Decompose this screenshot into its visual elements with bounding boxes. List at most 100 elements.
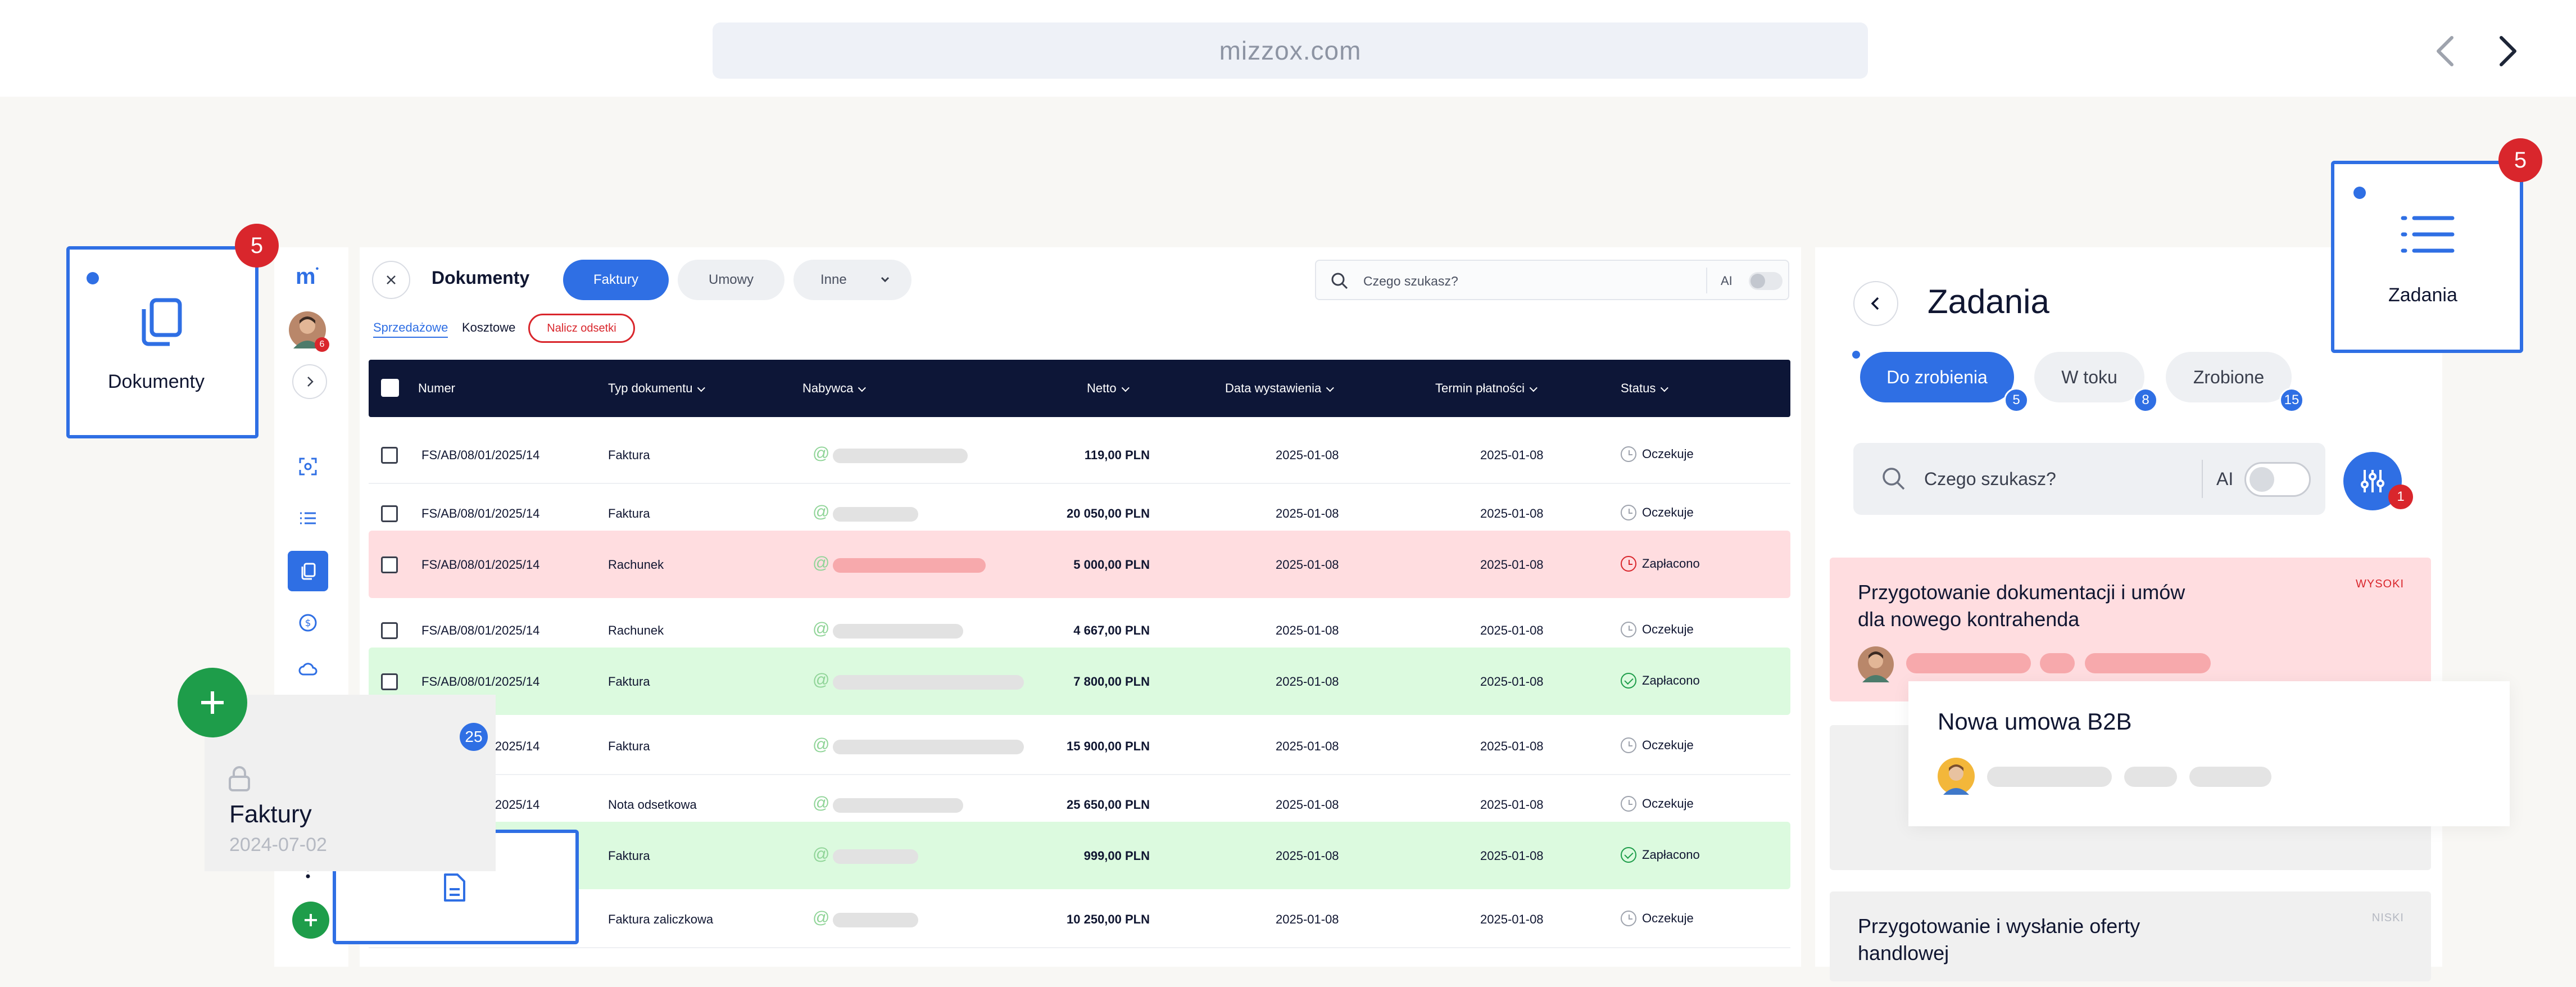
row-checkbox[interactable] [381, 447, 398, 464]
chevron-down-icon [881, 277, 890, 283]
cell-termin-platnosci: 2025-01-08 [1480, 558, 1544, 572]
zadania-shortcut-card[interactable]: Zadania [2331, 161, 2523, 353]
cell-netto: 7 800,00 PLN [1073, 674, 1150, 689]
tab-faktury[interactable]: Faktury [563, 260, 669, 300]
chevron-right-icon [307, 377, 314, 387]
finance-icon[interactable]: $ [288, 603, 328, 643]
svg-text:$: $ [305, 618, 311, 629]
table-row[interactable]: FS/AB/08/01/2025/14 Faktura @119,00 PLN 202… [369, 426, 1790, 484]
cell-netto: 15 900,00 PLN [1067, 739, 1150, 753]
ai-toggle[interactable] [2244, 462, 2311, 497]
tasks-search[interactable]: Czego szukasz? AI [1853, 443, 2325, 515]
documents-icon[interactable] [288, 551, 328, 591]
documents-search[interactable]: Czego szukasz? AI [1315, 260, 1789, 300]
accrue-interest-button[interactable]: Nalicz odsetki [528, 314, 635, 343]
column-header-typ[interactable]: Typ dokumentu [608, 381, 706, 396]
search-input[interactable]: Czego szukasz? [1363, 274, 1458, 288]
table-row[interactable]: FS/AB/08/01/2025/14 Faktura @7 800,00 PLN 2… [369, 648, 1790, 715]
email-icon: @ [813, 735, 830, 754]
folder-count-badge: 25 [460, 723, 488, 751]
address-bar[interactable]: mizzox.com [713, 22, 1868, 79]
row-checkbox[interactable] [381, 556, 398, 573]
subtab-kosztowe[interactable]: Kosztowe [462, 320, 516, 334]
cell-numer: FS/AB/08/01/2025/14 [421, 558, 540, 572]
cell-numer: FS/AB/08/01/2025/14 [421, 506, 540, 520]
cell-data-wystawienia: 2025-01-08 [1276, 558, 1339, 572]
cell-data-wystawienia: 2025-01-08 [1276, 674, 1339, 689]
back-arrow-icon[interactable] [2425, 31, 2465, 71]
tab-zrobione[interactable]: Zrobione [2166, 352, 2292, 402]
tab-w-toku[interactable]: W toku [2034, 352, 2144, 402]
task-card-low[interactable]: Przygotowanie i wysłanie oferty handlowe… [1830, 891, 2431, 981]
cell-data-wystawienia: 2025-01-08 [1276, 739, 1339, 753]
row-checkbox[interactable] [381, 505, 398, 522]
select-all-checkbox[interactable] [381, 379, 399, 397]
cell-termin-platnosci: 2025-01-08 [1480, 448, 1544, 462]
cell-netto: 5 000,00 PLN [1073, 558, 1150, 572]
close-button[interactable] [372, 261, 410, 299]
column-header-data-wystawienia[interactable]: Data wystawienia [1225, 381, 1335, 396]
cell-typ: Faktura [608, 448, 650, 462]
priority-badge: WYSOKI [2355, 578, 2404, 590]
cell-netto: 4 667,00 PLN [1073, 623, 1150, 637]
tasks-list-icon[interactable] [288, 498, 328, 538]
table-row[interactable]: FS/AB/08/01/2025/14 Rachunek @5 000,00 PLN… [369, 531, 1790, 598]
status-label: Oczekuje [1642, 622, 1694, 636]
status-badge: Oczekuje [1621, 911, 1694, 926]
plus-icon [201, 691, 224, 714]
status-label: Oczekuje [1642, 796, 1694, 811]
cell-typ: Rachunek [608, 623, 664, 637]
buyer-placeholder-bar [833, 913, 918, 927]
expand-sidebar-button[interactable] [292, 364, 327, 399]
dokumenty-badge: 5 [235, 224, 279, 268]
status-badge: Oczekuje [1621, 446, 1694, 462]
buyer-placeholder-bar [833, 740, 1024, 754]
status-label: Oczekuje [1642, 505, 1694, 519]
app-logo[interactable]: m• [296, 264, 319, 289]
email-icon: @ [813, 671, 830, 689]
tab-umowy[interactable]: Umowy [678, 260, 784, 300]
dokumenty-shortcut-card[interactable]: Dokumenty [66, 246, 258, 438]
subtab-sprzedazowe[interactable]: Sprzedażowe [373, 320, 448, 338]
ai-toggle[interactable] [1749, 272, 1783, 290]
sliders-icon [2361, 470, 2384, 492]
priority-badge: NISKI [2371, 912, 2404, 924]
status-badge: Oczekuje [1621, 737, 1694, 753]
clock-icon [1621, 796, 1636, 812]
cell-termin-platnosci: 2025-01-08 [1480, 912, 1544, 926]
tab-inne-dropdown[interactable]: Inne [793, 260, 911, 300]
row-checkbox[interactable] [381, 673, 398, 690]
table-row[interactable]: FS/AB/08/01/2025/14 Rachunek @4 667,00 PLN… [369, 601, 1790, 659]
task-title: Przygotowanie i wysłanie oferty handlowe… [1858, 914, 2140, 965]
cell-termin-platnosci: 2025-01-08 [1480, 739, 1544, 753]
clock-icon [1621, 505, 1636, 520]
column-header-status[interactable]: Status [1621, 381, 1669, 396]
faktury-folder-card[interactable]: Faktury 2024-07-02 25 [205, 695, 496, 871]
buyer-placeholder-bar [833, 849, 918, 864]
tab-do-zrobienia[interactable]: Do zrobienia [1860, 352, 2014, 402]
document-icon [444, 873, 465, 902]
cloud-icon[interactable] [288, 650, 328, 690]
column-header-numer[interactable]: Numer [418, 381, 456, 395]
filter-button[interactable] [2343, 452, 2402, 510]
active-dot [2353, 187, 2366, 199]
tasks-title: Zadania [1928, 283, 2049, 320]
column-header-netto[interactable]: Netto [1087, 381, 1130, 396]
forward-arrow-icon[interactable] [2488, 31, 2528, 71]
add-folder-button[interactable] [178, 668, 247, 737]
back-button[interactable] [1853, 281, 1898, 326]
scan-icon[interactable] [288, 446, 328, 487]
column-header-nabywca[interactable]: Nabywca [802, 381, 867, 396]
row-checkbox[interactable] [381, 622, 398, 639]
task-card-high[interactable]: Przygotowanie dokumentacji i umów dla no… [1830, 558, 2431, 701]
search-icon [1331, 273, 1348, 289]
search-input[interactable]: Czego szukasz? [1924, 469, 2056, 489]
column-header-termin-platnosci[interactable]: Termin płatności [1435, 381, 1538, 396]
dragged-task-card[interactable]: Nowa umowa B2B [1908, 681, 2510, 826]
add-button[interactable] [292, 902, 329, 939]
dokumenty-label: Dokumenty [108, 371, 205, 392]
cell-typ: Nota odsetkowa [608, 798, 697, 812]
